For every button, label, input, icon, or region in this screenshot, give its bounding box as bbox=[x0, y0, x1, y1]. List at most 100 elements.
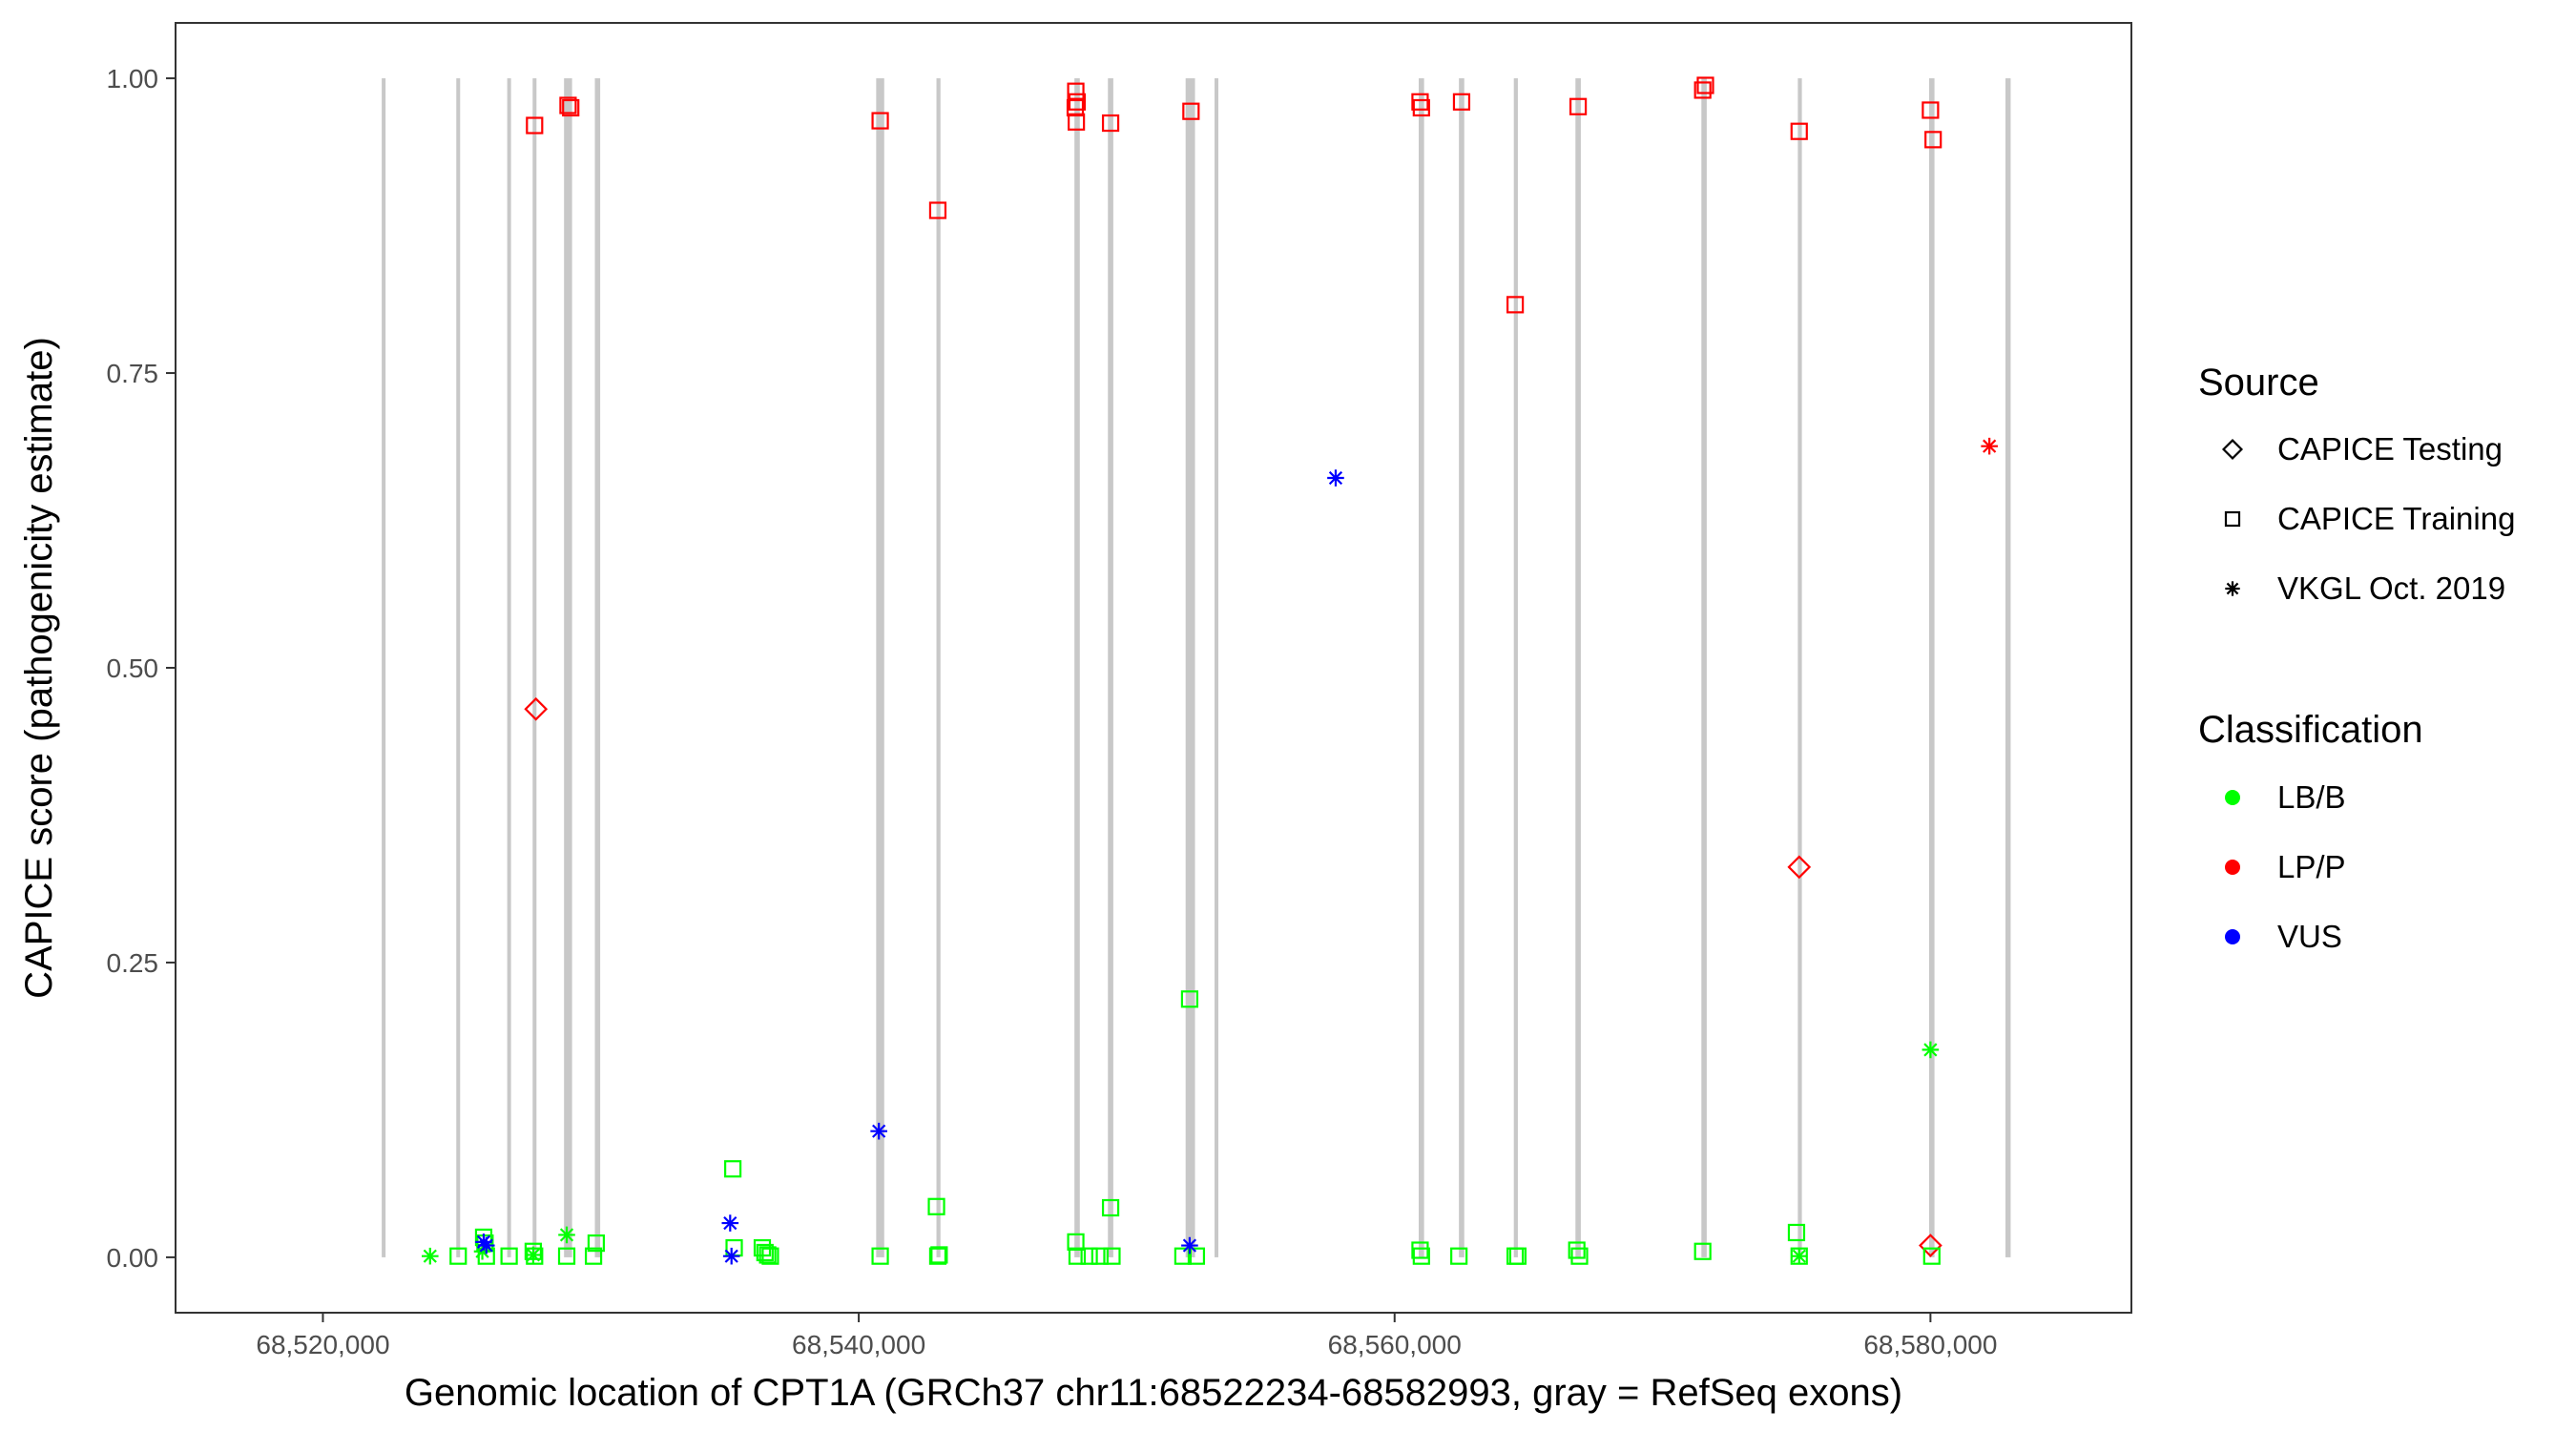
point-asterisk-vus-4 bbox=[722, 1247, 740, 1265]
point-square-lbb-15 bbox=[758, 1246, 777, 1264]
point-square-lbb-30 bbox=[1411, 1241, 1429, 1259]
x-tick-label-4: 68,580,000 bbox=[1863, 1330, 1997, 1359]
legend-item-lp-p: LP/P bbox=[2277, 849, 2346, 884]
point-square-lpp-2 bbox=[559, 96, 577, 114]
point-square-lbb-32 bbox=[1450, 1247, 1468, 1265]
point-square-lpp-16 bbox=[1569, 97, 1588, 115]
exon-bar-15 bbox=[1513, 78, 1518, 1257]
point-asterisk-lbb-6 bbox=[1922, 1041, 1940, 1059]
point-square-lpp-6 bbox=[1067, 82, 1085, 100]
legend-item-vus: VUS bbox=[2277, 919, 2342, 954]
exon-bar-7 bbox=[876, 78, 884, 1257]
point-square-lbb-17 bbox=[871, 1247, 889, 1265]
point-square-lpp-1 bbox=[526, 116, 544, 135]
exon-bar-9 bbox=[1074, 78, 1080, 1257]
legend-key-lpp-dot-icon bbox=[2225, 860, 2240, 875]
point-diamond-lpp-3 bbox=[1919, 1234, 1942, 1257]
point-square-lbb-1 bbox=[449, 1247, 467, 1265]
point-square-lpp-21 bbox=[1924, 131, 1942, 149]
point-square-lpp-8 bbox=[1066, 98, 1085, 117]
point-asterisk-vus-7 bbox=[1327, 469, 1344, 487]
point-square-lpp-15 bbox=[1506, 296, 1525, 314]
legend-key-diamond-icon bbox=[2221, 438, 2244, 461]
x-axis-title: Genomic location of CPT1A (GRCh37 chr11:… bbox=[405, 1372, 1902, 1414]
point-asterisk-vus-3 bbox=[721, 1214, 739, 1232]
point-square-lbb-35 bbox=[1568, 1241, 1586, 1259]
point-asterisk-vus-6 bbox=[1181, 1236, 1198, 1255]
point-square-lbb-37 bbox=[1693, 1242, 1712, 1260]
exon-bar-3 bbox=[507, 78, 511, 1257]
legend-key-square-icon bbox=[2224, 510, 2241, 528]
point-square-lbb-11 bbox=[724, 1160, 742, 1178]
point-diamond-lpp-1 bbox=[524, 696, 549, 721]
point-asterisk-lbb-5 bbox=[1790, 1247, 1808, 1265]
exon-bar-20 bbox=[2005, 78, 2011, 1257]
exon-bar-12 bbox=[1214, 78, 1218, 1257]
exon-bar-1 bbox=[382, 78, 386, 1257]
exon-bar-10 bbox=[1108, 78, 1113, 1257]
point-square-lbb-40 bbox=[1922, 1247, 1941, 1265]
point-square-lbb-20 bbox=[930, 1246, 948, 1264]
point-asterisk-vus-2 bbox=[477, 1236, 495, 1255]
point-asterisk-vus-5 bbox=[870, 1122, 887, 1140]
point-square-lpp-14 bbox=[1452, 93, 1471, 111]
point-square-lpp-7 bbox=[1068, 93, 1087, 111]
point-square-lbb-19 bbox=[928, 1247, 947, 1265]
point-square-lbb-22 bbox=[1068, 1247, 1087, 1265]
y-tick-label-5: 1.00 bbox=[107, 64, 159, 93]
point-square-lbb-24 bbox=[1091, 1247, 1109, 1265]
y-tick-label-1: 0.00 bbox=[107, 1243, 159, 1273]
point-square-lbb-27 bbox=[1174, 1247, 1192, 1265]
point-square-lbb-28 bbox=[1180, 990, 1199, 1008]
point-asterisk-lpp-1 bbox=[1981, 437, 1998, 455]
x-axis: 68,520,000 68,540,000 68,560,000 68,580,000 bbox=[256, 1313, 1997, 1359]
point-square-lbb-34 bbox=[1508, 1247, 1527, 1265]
point-square-lpp-10 bbox=[1101, 114, 1120, 133]
y-tick-label-3: 0.50 bbox=[107, 653, 159, 683]
point-diamond-lpp-2 bbox=[1787, 855, 1812, 880]
point-square-lbb-23 bbox=[1080, 1247, 1098, 1265]
point-square-lpp-13 bbox=[1412, 98, 1430, 117]
point-square-lbb-9 bbox=[587, 1234, 605, 1253]
point-square-lbb-36 bbox=[1570, 1247, 1589, 1265]
exon-bar-13 bbox=[1419, 78, 1424, 1257]
legend-key-lbb-dot-icon bbox=[2225, 790, 2240, 805]
point-square-lpp-9 bbox=[1068, 113, 1086, 131]
point-asterisk-lbb-1 bbox=[421, 1247, 439, 1265]
exon-bar-11 bbox=[1185, 78, 1195, 1257]
y-axis-title: CAPICE score (pathogenicity estimate) bbox=[18, 337, 60, 999]
exon-bar-5 bbox=[564, 78, 572, 1257]
point-square-lpp-17 bbox=[1693, 81, 1712, 99]
legend-classification-keys bbox=[2225, 790, 2240, 944]
x-tick-label-2: 68,540,000 bbox=[792, 1330, 925, 1359]
legend-key-asterisk-icon bbox=[2225, 581, 2240, 596]
exon-bar-2 bbox=[456, 78, 461, 1257]
legend-item-capice-training: CAPICE Training bbox=[2277, 501, 2515, 536]
point-square-lpp-20 bbox=[1922, 101, 1940, 119]
point-asterisk-lbb-3 bbox=[525, 1246, 542, 1264]
point-square-lbb-29 bbox=[1187, 1247, 1206, 1265]
exon-bar-4 bbox=[532, 78, 537, 1257]
point-square-lpp-4 bbox=[871, 112, 889, 130]
exon-bar-14 bbox=[1459, 78, 1465, 1257]
point-square-lbb-38 bbox=[1787, 1223, 1806, 1242]
exon-bars bbox=[382, 78, 2011, 1257]
exon-bar-6 bbox=[594, 78, 601, 1257]
point-square-lbb-21 bbox=[1067, 1233, 1085, 1251]
exon-bar-18 bbox=[1797, 78, 1802, 1257]
x-tick-label-1: 68,520,000 bbox=[256, 1330, 389, 1359]
legend-source-title: Source bbox=[2198, 362, 2319, 404]
legend-item-lb-b: LB/B bbox=[2277, 779, 2346, 815]
point-square-lbb-18 bbox=[927, 1197, 945, 1215]
point-square-lpp-11 bbox=[1182, 102, 1200, 120]
point-asterisk-lbb-4 bbox=[558, 1226, 575, 1244]
legend-classification-title: Classification bbox=[2198, 709, 2423, 751]
point-square-lbb-5 bbox=[500, 1247, 518, 1265]
exon-bar-8 bbox=[936, 78, 941, 1257]
legend-item-vkgl: VKGL Oct. 2019 bbox=[2277, 570, 2505, 606]
y-tick-label-2: 0.25 bbox=[107, 948, 159, 978]
point-square-lbb-14 bbox=[756, 1243, 774, 1262]
legend: Source CAPICE Testing CAPICE Training VK… bbox=[2198, 362, 2515, 954]
